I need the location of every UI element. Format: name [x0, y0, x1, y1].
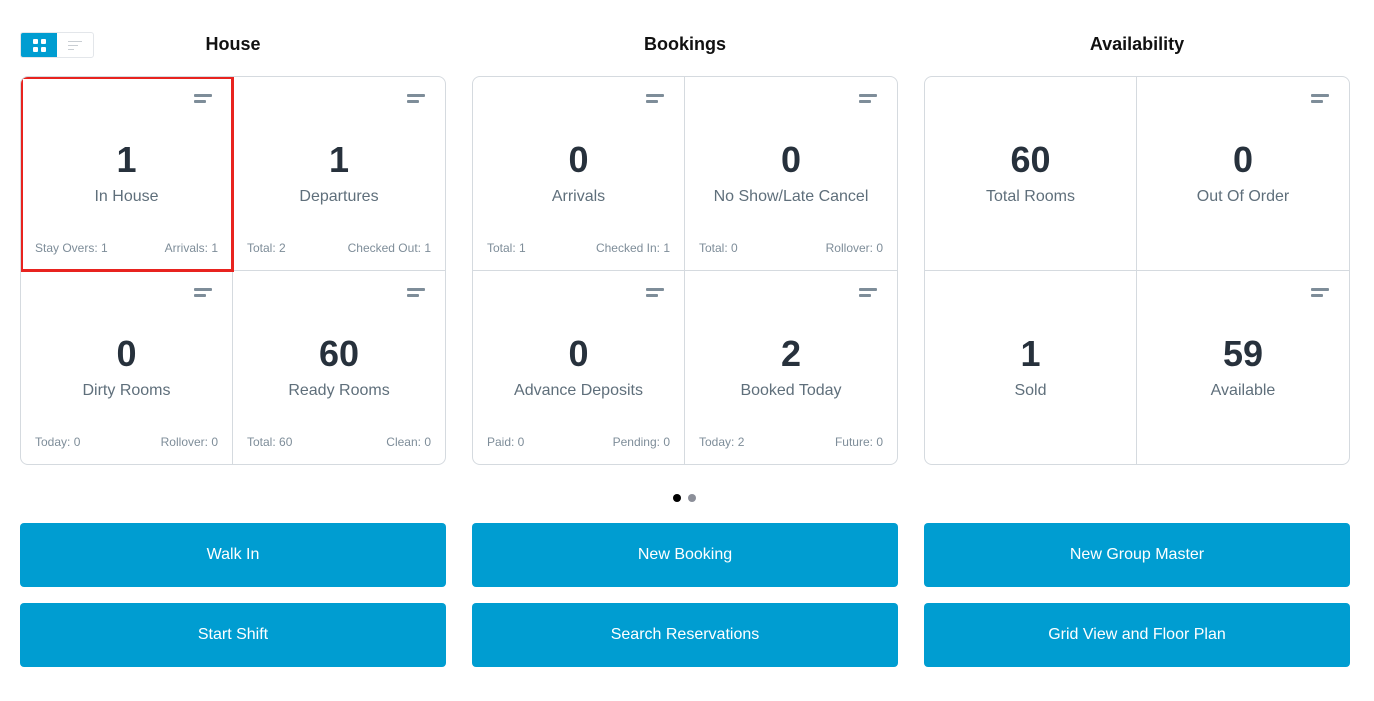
stat-label: No Show/Late Cancel	[713, 188, 869, 205]
stat-value: 0	[568, 139, 589, 180]
stat-value: 1	[328, 139, 350, 180]
stat-detail-left: Paid: 0	[487, 434, 525, 449]
stat-label: Arrivals	[551, 188, 606, 205]
stat-tile-booked-today[interactable]: 2 Booked Today Today: 2 Future: 0	[685, 271, 897, 465]
stat-detail-right: Checked Out: 1	[347, 241, 431, 255]
sort-menu-icon[interactable]	[646, 287, 664, 297]
stats-card: 60 Total Rooms 0 Out Of Order 1 Sold 59 Availab…	[924, 76, 1350, 465]
stat-label: Advance Deposits	[514, 381, 643, 399]
stat-detail-right: Arrivals: 1	[164, 241, 218, 255]
sort-menu-icon[interactable]	[407, 94, 425, 103]
stat-detail-left: Total: 60	[247, 434, 293, 449]
stat-tile-no-show-late-cancel[interactable]: 0 No Show/Late Cancel Total: 0 Rollover: 0	[685, 77, 897, 271]
stat-detail-left: Today: 2	[699, 434, 745, 449]
stat-label: Out Of Order	[1196, 188, 1290, 205]
stat-tile-advance-deposits[interactable]: 0 Advance Deposits Paid: 0 Pending: 0	[473, 270, 685, 464]
stat-label: Sold	[1014, 381, 1047, 399]
stat-value: 60	[1010, 139, 1051, 180]
pager-dots	[673, 494, 696, 502]
list-view-button[interactable]	[57, 33, 93, 57]
stat-detail-left: Today: 0	[35, 434, 81, 449]
stat-tile-available[interactable]: 59 Available	[1137, 271, 1349, 465]
stat-tile-dirty-rooms[interactable]: 0 Dirty Rooms Today: 0 Rollover: 0	[21, 270, 233, 464]
stat-value: 59	[1222, 332, 1264, 374]
stat-detail-left: Total: 2	[247, 241, 286, 255]
search-reservations-button[interactable]: Search Reservations	[472, 603, 898, 667]
stat-tile-ready-rooms[interactable]: 60 Ready Rooms Total: 60 Clean: 0	[233, 271, 445, 465]
sort-menu-icon[interactable]	[194, 287, 212, 297]
stat-label: Available	[1210, 381, 1276, 399]
stat-label: Departures	[299, 188, 379, 205]
stat-tile-arrivals[interactable]: 0 Arrivals Total: 1 Checked In: 1	[473, 77, 685, 271]
section-title: House	[205, 34, 261, 54]
stat-detail-right: Clean: 0	[386, 434, 431, 449]
stat-value: 1	[116, 139, 137, 180]
stat-value: 60	[318, 332, 360, 374]
view-toggle	[20, 32, 94, 58]
stat-tile-in-house[interactable]: 1 In House Stay Overs: 1 Arrivals: 1	[21, 77, 234, 272]
grid-icon	[32, 38, 46, 52]
stat-tile-total-rooms[interactable]: 60 Total Rooms	[925, 77, 1137, 271]
sort-menu-icon[interactable]	[194, 94, 212, 103]
stat-value: 1	[1020, 332, 1041, 374]
pager-dot[interactable]	[673, 494, 681, 502]
sort-menu-icon[interactable]	[1311, 287, 1329, 297]
section-title: Availability	[1089, 34, 1185, 54]
sort-menu-icon[interactable]	[646, 94, 664, 103]
stat-tile-sold[interactable]: 1 Sold	[925, 270, 1137, 464]
stat-detail-right: Checked In: 1	[595, 241, 670, 255]
new-booking-button[interactable]: New Booking	[472, 523, 898, 587]
start-shift-button[interactable]: Start Shift	[20, 603, 446, 667]
stat-value: 2	[780, 332, 802, 374]
stat-detail-right: Rollover: 0	[160, 434, 218, 449]
stat-tile-out-of-order[interactable]: 0 Out Of Order	[1137, 77, 1349, 271]
stat-value: 0	[780, 139, 802, 180]
stat-label: In House	[94, 188, 159, 205]
list-icon	[68, 40, 82, 50]
pager-dot[interactable]	[688, 494, 696, 502]
stat-detail-left: Total: 0	[699, 241, 738, 255]
stat-value: 0	[568, 332, 589, 374]
section-title: Bookings	[643, 34, 726, 54]
stat-label: Dirty Rooms	[82, 381, 171, 399]
stat-tile-departures[interactable]: 1 Departures Total: 2 Checked Out: 1	[233, 77, 445, 271]
sort-menu-icon[interactable]	[407, 287, 425, 297]
stat-detail-right: Rollover: 0	[825, 241, 883, 255]
stat-detail-right: Pending: 0	[612, 434, 670, 449]
stats-card: 1 In House Stay Overs: 1 Arrivals: 1 1 Depart…	[20, 76, 446, 465]
stat-detail-left: Total: 1	[487, 241, 526, 255]
stat-value: 0	[116, 332, 137, 374]
grid-view-button[interactable]	[21, 33, 57, 57]
grid-view-and-floor-plan-button[interactable]: Grid View and Floor Plan	[924, 603, 1350, 667]
stat-detail-right: Future: 0	[834, 434, 883, 449]
stat-detail-left: Stay Overs: 1	[35, 241, 108, 255]
sort-menu-icon[interactable]	[1311, 94, 1329, 103]
stat-label: Total Rooms	[986, 188, 1075, 205]
stat-label: Booked Today	[740, 381, 842, 399]
stat-value: 0	[1232, 139, 1254, 180]
stat-label: Ready Rooms	[288, 381, 390, 399]
walk-in-button[interactable]: Walk In	[20, 523, 446, 587]
stats-card: 0 Arrivals Total: 1 Checked In: 1 0 No Show/L…	[472, 76, 898, 465]
new-group-master-button[interactable]: New Group Master	[924, 523, 1350, 587]
sort-menu-icon[interactable]	[859, 287, 877, 297]
sort-menu-icon[interactable]	[859, 94, 877, 103]
